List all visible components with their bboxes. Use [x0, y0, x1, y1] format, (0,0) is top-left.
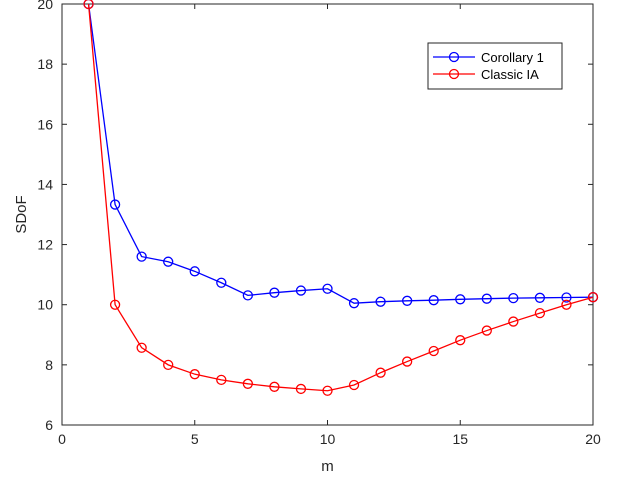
x-axis-ticks: 0 5 10 15 20	[58, 4, 601, 447]
data-point	[109, 199, 121, 210]
data-point	[561, 292, 572, 303]
legend-label-corollary-1: Corollary 1	[481, 50, 544, 65]
data-point	[481, 293, 492, 304]
legend-box	[427, 42, 563, 90]
legend-marker-classic-ia	[448, 68, 460, 80]
data-point	[561, 299, 572, 310]
data-point	[109, 299, 121, 310]
y-axis-ticks: 6 8 10 12 14 16 18 20	[37, 0, 593, 433]
data-point	[322, 283, 333, 294]
data-point	[322, 385, 333, 396]
legend-marker-corollary-1	[448, 51, 460, 63]
data-point	[269, 287, 280, 298]
data-point	[216, 374, 227, 386]
data-point	[216, 277, 227, 288]
legend-label-classic-ia: Classic IA	[481, 67, 539, 82]
data-point	[401, 356, 413, 367]
legend: Corollary 1 Classic IA	[427, 42, 563, 90]
y-tick-label: 10	[37, 297, 53, 313]
data-point	[163, 359, 174, 371]
data-point	[163, 256, 174, 267]
y-tick-label: 8	[45, 357, 53, 373]
data-point	[455, 335, 466, 346]
x-tick-label: 0	[58, 431, 66, 447]
data-point	[401, 295, 413, 306]
data-point	[587, 292, 599, 303]
data-point	[534, 292, 546, 303]
y-tick-label: 16	[37, 116, 53, 132]
x-tick-label: 15	[452, 431, 468, 447]
y-tick-label: 6	[45, 417, 53, 433]
data-point	[455, 294, 466, 305]
x-tick-label: 10	[320, 431, 336, 447]
data-point	[136, 342, 147, 353]
data-point	[295, 383, 307, 395]
data-point	[136, 251, 147, 262]
x-axis-label: m	[321, 458, 334, 475]
data-point	[242, 378, 254, 389]
data-point	[375, 367, 386, 378]
y-tick-label: 20	[37, 0, 53, 12]
data-point	[508, 292, 519, 304]
data-point	[269, 381, 280, 392]
y-axis-label: SDoF	[13, 195, 30, 233]
series-group	[83, 0, 599, 396]
data-point	[83, 0, 94, 10]
data-point	[189, 266, 200, 277]
data-point	[242, 290, 254, 301]
x-tick-label: 20	[585, 431, 601, 447]
data-point	[534, 307, 546, 319]
data-point	[428, 295, 439, 306]
data-point	[348, 298, 360, 309]
data-point	[295, 285, 307, 296]
data-point	[189, 369, 200, 380]
data-point	[428, 345, 439, 357]
x-tick-label: 5	[191, 431, 199, 447]
y-tick-label: 14	[37, 176, 53, 192]
y-tick-label: 12	[37, 237, 53, 253]
data-point	[348, 379, 360, 391]
y-tick-label: 18	[37, 56, 53, 72]
data-point	[481, 325, 492, 336]
data-point	[375, 296, 386, 307]
data-point	[508, 316, 519, 327]
